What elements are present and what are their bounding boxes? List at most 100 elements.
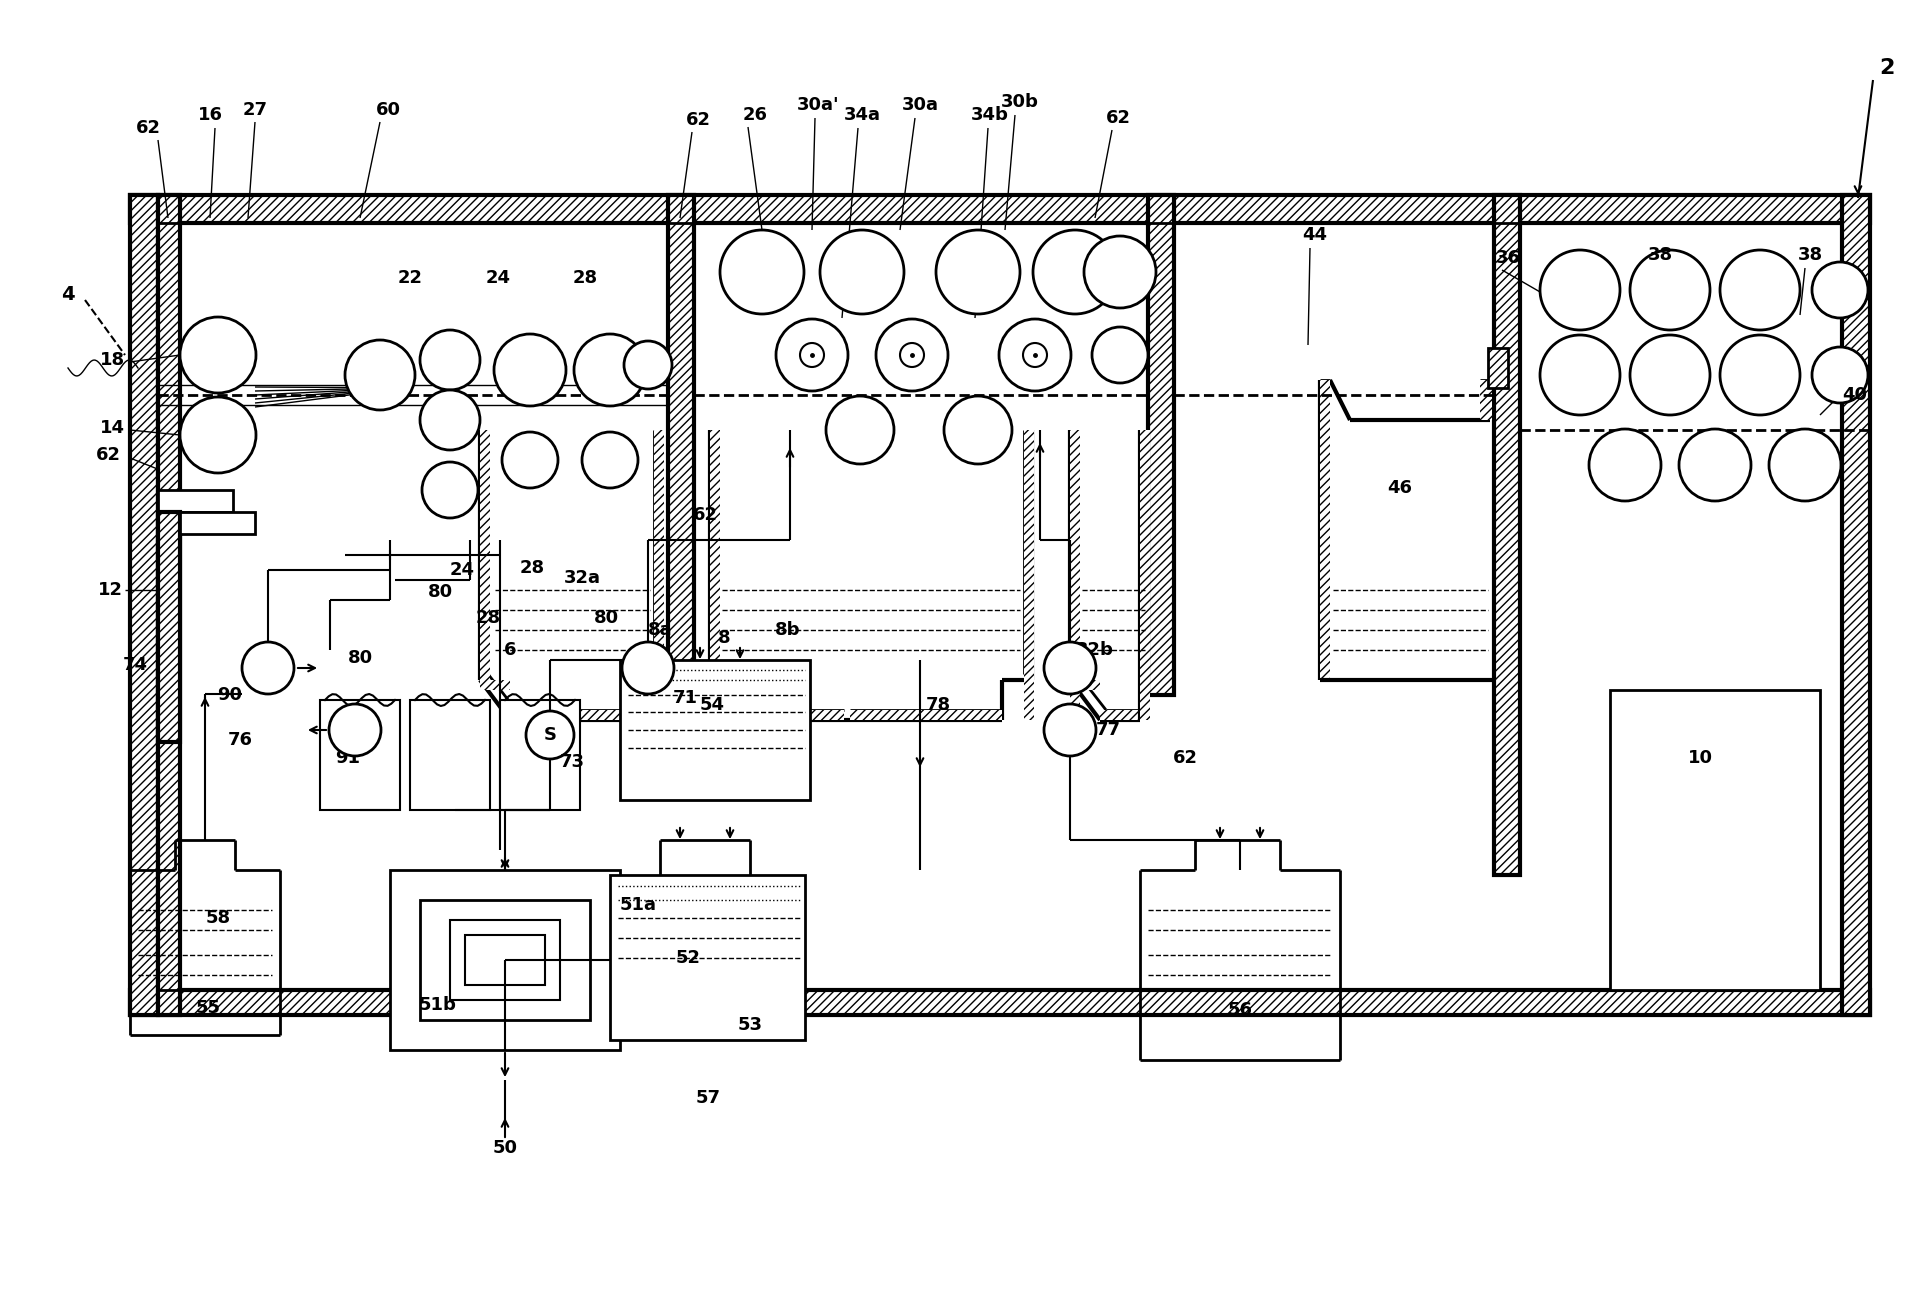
Text: 28: 28 xyxy=(519,559,545,577)
Circle shape xyxy=(1043,704,1097,757)
Circle shape xyxy=(944,396,1013,464)
Bar xyxy=(620,660,810,800)
Circle shape xyxy=(421,461,479,518)
Text: 78: 78 xyxy=(925,696,950,714)
Text: 38: 38 xyxy=(1648,246,1672,264)
Text: 24: 24 xyxy=(450,561,475,579)
Text: 76: 76 xyxy=(227,731,252,749)
Text: 44: 44 xyxy=(1302,226,1327,244)
Bar xyxy=(410,700,490,809)
Text: 30a': 30a' xyxy=(797,95,839,113)
Circle shape xyxy=(1093,327,1148,383)
Text: 18: 18 xyxy=(99,351,124,369)
Text: 77: 77 xyxy=(1095,721,1121,739)
Text: 36: 36 xyxy=(1495,249,1520,267)
Bar xyxy=(709,431,721,721)
Circle shape xyxy=(875,318,948,391)
Circle shape xyxy=(1812,347,1869,403)
Bar xyxy=(179,512,256,534)
Circle shape xyxy=(420,330,481,391)
Text: 57: 57 xyxy=(696,1089,721,1107)
Bar xyxy=(1493,195,1520,875)
Circle shape xyxy=(820,229,904,315)
Text: 20: 20 xyxy=(257,663,282,681)
Circle shape xyxy=(1083,236,1156,308)
Text: 62: 62 xyxy=(1173,749,1198,767)
Bar xyxy=(158,490,233,512)
Bar xyxy=(465,935,545,985)
Text: 73: 73 xyxy=(559,753,585,771)
Circle shape xyxy=(1541,335,1621,415)
Text: 16: 16 xyxy=(198,106,223,124)
Text: 32b: 32b xyxy=(1076,641,1114,659)
Bar xyxy=(481,681,509,690)
Bar xyxy=(1070,681,1100,690)
Circle shape xyxy=(826,396,894,464)
Bar xyxy=(1842,195,1871,1014)
Circle shape xyxy=(526,712,574,759)
Circle shape xyxy=(494,334,566,406)
Bar xyxy=(1487,348,1508,388)
Text: 62: 62 xyxy=(135,119,160,137)
Bar xyxy=(450,920,561,1000)
Text: 40: 40 xyxy=(1842,385,1867,403)
Bar xyxy=(709,681,740,690)
Bar xyxy=(320,700,400,809)
Bar xyxy=(130,195,158,1014)
Text: 53: 53 xyxy=(738,1016,763,1034)
Text: 51b: 51b xyxy=(420,996,458,1014)
Text: 91: 91 xyxy=(336,749,360,767)
Text: 28: 28 xyxy=(572,269,597,287)
Text: 80: 80 xyxy=(347,648,372,666)
Bar xyxy=(420,900,589,1020)
Text: 10: 10 xyxy=(1688,749,1712,767)
Text: 38: 38 xyxy=(1798,246,1823,264)
Circle shape xyxy=(420,391,481,450)
Circle shape xyxy=(1043,642,1097,693)
Text: 55: 55 xyxy=(196,999,221,1017)
Bar xyxy=(158,195,179,1014)
Circle shape xyxy=(1630,250,1711,330)
Text: 27: 27 xyxy=(242,101,267,119)
Text: 8a: 8a xyxy=(648,621,673,639)
Text: 80: 80 xyxy=(593,608,618,626)
Bar xyxy=(1070,431,1079,721)
Text: 62: 62 xyxy=(95,446,120,464)
Bar xyxy=(740,710,845,721)
Circle shape xyxy=(1770,429,1840,501)
Text: 30b: 30b xyxy=(1001,93,1039,111)
Text: 74: 74 xyxy=(122,656,147,674)
Text: 52: 52 xyxy=(675,949,700,967)
Text: 60: 60 xyxy=(376,101,400,119)
Text: P: P xyxy=(1064,659,1076,677)
Text: P: P xyxy=(1064,721,1076,739)
Bar xyxy=(509,710,654,721)
Bar xyxy=(158,512,179,742)
Circle shape xyxy=(330,704,381,757)
Circle shape xyxy=(242,642,294,693)
Text: 46: 46 xyxy=(1388,480,1413,498)
Circle shape xyxy=(776,318,849,391)
Text: 71: 71 xyxy=(673,690,698,706)
Text: 28: 28 xyxy=(475,608,500,626)
Text: 34b: 34b xyxy=(971,106,1009,124)
Bar xyxy=(1140,431,1150,721)
Bar xyxy=(1610,690,1819,990)
Bar xyxy=(1024,431,1034,721)
Bar xyxy=(130,990,1871,1014)
Text: 4: 4 xyxy=(61,285,74,304)
Text: 14: 14 xyxy=(99,419,124,437)
Text: 90: 90 xyxy=(217,686,242,704)
Circle shape xyxy=(1630,335,1711,415)
Text: 51a: 51a xyxy=(620,896,656,914)
Text: 62: 62 xyxy=(692,507,717,525)
Bar xyxy=(1100,710,1140,721)
Circle shape xyxy=(1812,262,1869,318)
Bar xyxy=(667,195,694,695)
Text: 2: 2 xyxy=(1878,58,1896,79)
Circle shape xyxy=(345,340,416,410)
Text: 8: 8 xyxy=(717,629,730,647)
Text: 26: 26 xyxy=(742,106,767,124)
Text: 34a: 34a xyxy=(843,106,881,124)
Circle shape xyxy=(1034,229,1118,315)
